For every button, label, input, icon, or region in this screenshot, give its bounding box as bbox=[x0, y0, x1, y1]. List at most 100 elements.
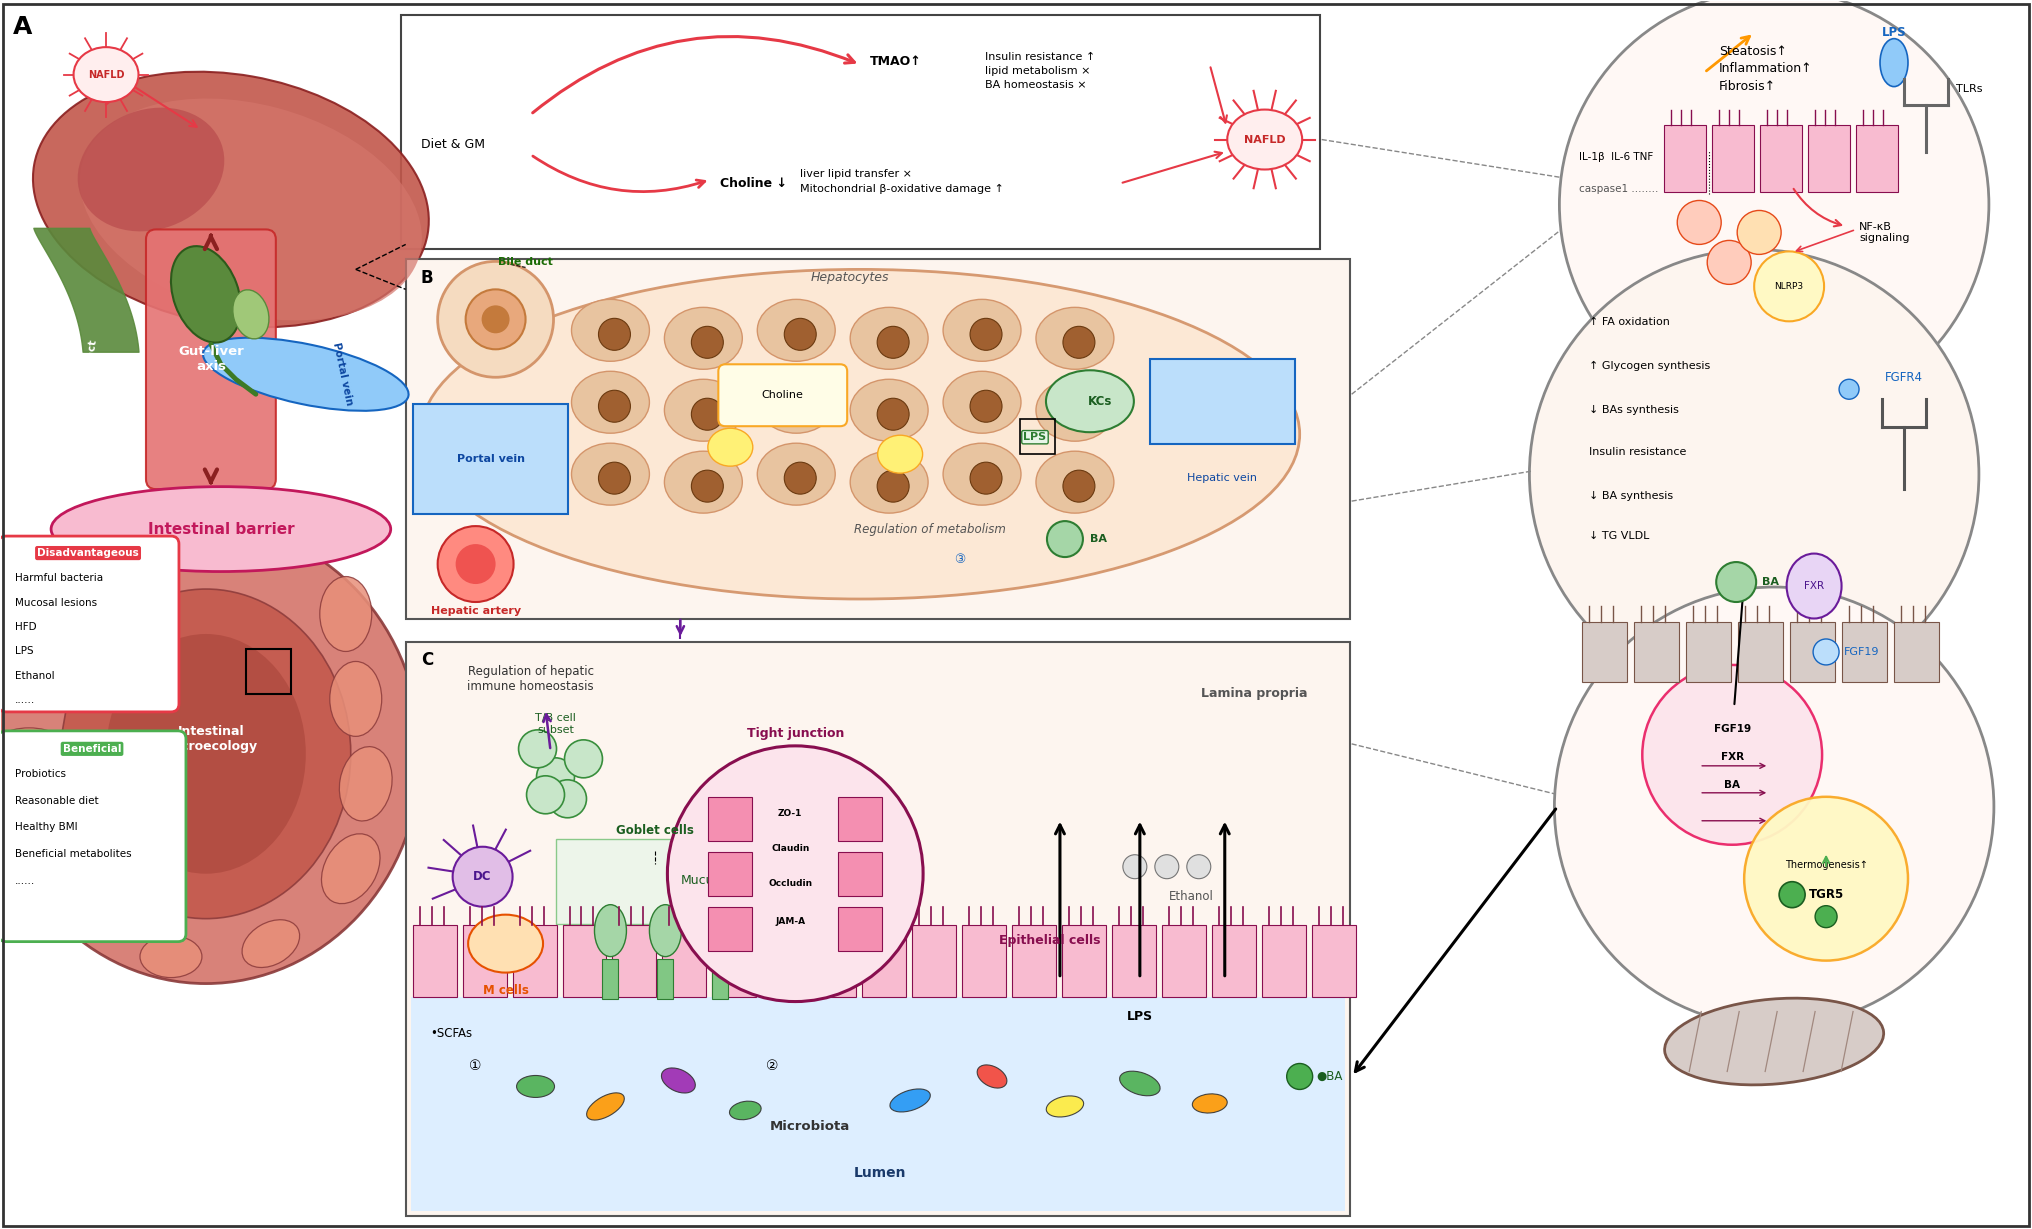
Circle shape bbox=[1046, 521, 1083, 557]
Text: Gut-liver
axis: Gut-liver axis bbox=[179, 345, 244, 374]
Text: Choline: Choline bbox=[760, 391, 803, 401]
Ellipse shape bbox=[516, 1075, 555, 1097]
Text: B: B bbox=[421, 269, 433, 288]
Ellipse shape bbox=[329, 661, 382, 736]
Bar bbox=[837, 796, 882, 841]
Ellipse shape bbox=[33, 71, 429, 327]
FancyBboxPatch shape bbox=[0, 536, 179, 712]
Circle shape bbox=[1063, 327, 1095, 359]
Circle shape bbox=[518, 730, 557, 768]
Ellipse shape bbox=[1046, 1096, 1083, 1117]
Bar bbox=[1581, 622, 1626, 682]
Text: liver lipid transfer ×
Mitochondrial β-oxidative damage ↑: liver lipid transfer × Mitochondrial β-o… bbox=[801, 170, 1004, 193]
Circle shape bbox=[969, 318, 1002, 350]
Circle shape bbox=[784, 462, 815, 494]
Bar bbox=[563, 924, 606, 997]
Ellipse shape bbox=[1120, 1072, 1160, 1096]
Ellipse shape bbox=[0, 524, 421, 983]
Circle shape bbox=[536, 758, 575, 796]
FancyBboxPatch shape bbox=[146, 230, 276, 489]
Ellipse shape bbox=[1036, 380, 1114, 441]
Bar bbox=[1806, 124, 1849, 193]
Ellipse shape bbox=[943, 300, 1020, 361]
Text: caspase1 ........: caspase1 ........ bbox=[1579, 184, 1658, 194]
Ellipse shape bbox=[593, 905, 626, 956]
Bar bbox=[463, 924, 506, 997]
Circle shape bbox=[666, 746, 923, 1002]
Text: ......: ...... bbox=[14, 876, 35, 886]
Circle shape bbox=[876, 327, 908, 359]
Circle shape bbox=[453, 847, 512, 907]
Bar bbox=[813, 924, 855, 997]
Bar bbox=[862, 924, 906, 997]
Text: Hepatic artery: Hepatic artery bbox=[431, 606, 520, 616]
Bar bbox=[412, 924, 457, 997]
Circle shape bbox=[1554, 587, 1993, 1026]
Text: NF-κB
signaling: NF-κB signaling bbox=[1857, 221, 1908, 243]
Ellipse shape bbox=[664, 307, 742, 369]
Bar bbox=[961, 924, 1006, 997]
Circle shape bbox=[1815, 906, 1837, 928]
Bar bbox=[1841, 622, 1886, 682]
Ellipse shape bbox=[321, 833, 380, 903]
Circle shape bbox=[597, 462, 630, 494]
Ellipse shape bbox=[878, 435, 923, 473]
Text: M cells: M cells bbox=[482, 984, 528, 997]
Circle shape bbox=[1715, 562, 1756, 602]
Text: Hepatic vein: Hepatic vein bbox=[1187, 473, 1256, 483]
Ellipse shape bbox=[786, 380, 833, 418]
Ellipse shape bbox=[943, 444, 1020, 505]
Bar bbox=[1012, 924, 1055, 997]
Text: ↓ BAs synthesis: ↓ BAs synthesis bbox=[1589, 406, 1678, 415]
Text: Lumen: Lumen bbox=[853, 1166, 906, 1180]
Circle shape bbox=[1735, 210, 1780, 254]
Bar bbox=[1664, 124, 1705, 193]
Circle shape bbox=[482, 305, 510, 333]
Ellipse shape bbox=[587, 1093, 624, 1120]
Text: ●BA: ●BA bbox=[1317, 1070, 1343, 1083]
Ellipse shape bbox=[77, 108, 224, 231]
Ellipse shape bbox=[140, 935, 201, 977]
Text: Claudin: Claudin bbox=[770, 844, 809, 853]
Bar bbox=[707, 796, 752, 841]
Bar bbox=[601, 959, 618, 999]
Text: Intestinal
microecology: Intestinal microecology bbox=[165, 725, 258, 753]
Circle shape bbox=[597, 318, 630, 350]
Circle shape bbox=[969, 462, 1002, 494]
Text: Probiotics: Probiotics bbox=[14, 769, 67, 779]
Ellipse shape bbox=[1036, 451, 1114, 514]
Text: ①: ① bbox=[469, 1059, 482, 1073]
Circle shape bbox=[1063, 471, 1095, 503]
Circle shape bbox=[565, 740, 601, 778]
Ellipse shape bbox=[79, 98, 423, 321]
Text: Thermogenesis↑: Thermogenesis↑ bbox=[1784, 860, 1867, 870]
Text: Portal vein: Portal vein bbox=[457, 455, 524, 465]
Ellipse shape bbox=[61, 589, 352, 918]
Text: FXR: FXR bbox=[1802, 581, 1823, 591]
Text: •SCFAs: •SCFAs bbox=[431, 1027, 473, 1040]
Bar bbox=[555, 838, 845, 924]
Circle shape bbox=[526, 775, 565, 814]
Bar bbox=[410, 997, 1343, 1212]
Circle shape bbox=[1743, 796, 1908, 961]
Text: Ethanol: Ethanol bbox=[1168, 890, 1213, 903]
Circle shape bbox=[691, 398, 723, 430]
Ellipse shape bbox=[758, 444, 835, 505]
Text: Biliary tract: Biliary tract bbox=[79, 339, 100, 409]
Text: ③: ③ bbox=[953, 553, 965, 565]
Ellipse shape bbox=[707, 428, 752, 466]
Circle shape bbox=[1286, 1063, 1313, 1089]
Bar bbox=[656, 959, 673, 999]
FancyBboxPatch shape bbox=[717, 364, 847, 426]
Bar bbox=[762, 924, 807, 997]
Circle shape bbox=[1528, 249, 1977, 699]
Ellipse shape bbox=[1036, 307, 1114, 369]
Ellipse shape bbox=[890, 1089, 931, 1112]
Ellipse shape bbox=[571, 444, 648, 505]
Text: Insulin resistance: Insulin resistance bbox=[1589, 447, 1687, 457]
Text: JAM-A: JAM-A bbox=[774, 917, 805, 927]
Text: Tight junction: Tight junction bbox=[746, 728, 843, 740]
Ellipse shape bbox=[648, 905, 681, 956]
Ellipse shape bbox=[849, 380, 929, 441]
Text: Ethanol: Ethanol bbox=[14, 671, 55, 681]
